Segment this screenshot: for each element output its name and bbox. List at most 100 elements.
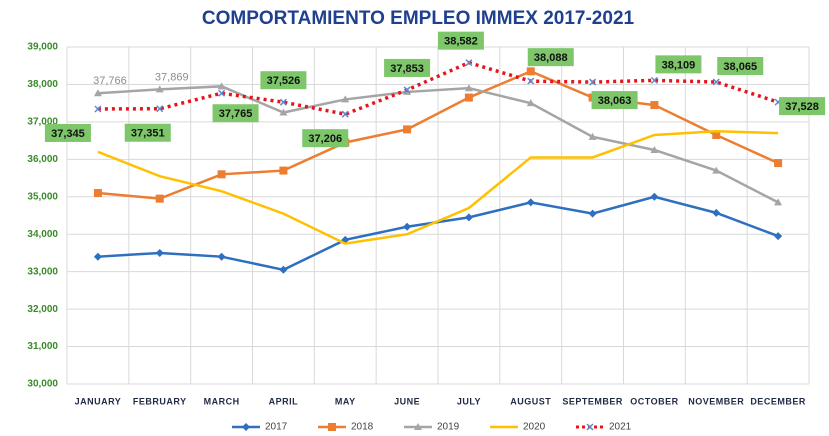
series-line	[97, 129, 779, 245]
marker	[526, 67, 535, 76]
marker	[464, 84, 473, 92]
marker	[526, 99, 535, 107]
marker	[403, 86, 411, 94]
data-label: 37,869	[155, 71, 189, 83]
marker	[217, 170, 226, 179]
marker	[414, 423, 422, 430]
marker	[94, 105, 102, 113]
y-tick-label: 39,000	[27, 42, 58, 53]
y-tick-label: 37,000	[27, 117, 58, 128]
legend-label: 2018	[351, 422, 374, 433]
marker	[774, 232, 783, 241]
marker	[774, 159, 783, 168]
data-label-box	[260, 71, 307, 90]
marker	[217, 252, 226, 261]
marker	[218, 89, 226, 97]
data-label: 38,088	[534, 52, 568, 64]
marker	[217, 82, 226, 90]
x-tick-label: JULY	[457, 396, 481, 406]
marker	[650, 76, 658, 84]
marker	[712, 166, 721, 174]
data-label: 37,526	[267, 75, 301, 87]
series-line	[97, 85, 779, 204]
marker	[93, 189, 102, 198]
marker	[650, 192, 659, 201]
data-label-box	[124, 123, 171, 142]
marker	[279, 265, 288, 274]
marker	[93, 89, 102, 97]
data-label: 37,351	[131, 128, 165, 140]
data-label: 37,765	[219, 108, 253, 120]
marker	[403, 125, 412, 134]
y-tick-label: 38,000	[27, 79, 58, 90]
marker	[589, 78, 597, 86]
data-label-box	[591, 91, 638, 110]
marker	[155, 85, 164, 93]
marker	[526, 198, 535, 207]
data-label: 38,109	[662, 59, 696, 71]
x-tick-label: SEPTEMBER	[562, 396, 623, 406]
marker	[712, 130, 721, 139]
marker	[156, 105, 164, 113]
marker	[279, 166, 288, 175]
marker	[341, 110, 349, 118]
x-tick-label: JUNE	[394, 396, 420, 406]
series-line	[97, 60, 779, 116]
y-tick-label: 34,000	[27, 229, 58, 240]
x-tick-label: APRIL	[269, 396, 299, 406]
legend-label: 2021	[609, 422, 632, 433]
x-tick-label: AUGUST	[510, 396, 551, 406]
data-label: 38,065	[723, 61, 757, 73]
chart-title: COMPORTAMIENTO EMPLEO IMMEX 2017-2021	[202, 8, 635, 29]
series-line	[97, 69, 779, 200]
x-tick-label: MARCH	[204, 396, 240, 406]
data-label: 37,853	[390, 63, 424, 75]
marker	[586, 423, 594, 431]
marker	[650, 145, 659, 153]
y-tick-label: 31,000	[27, 341, 58, 352]
data-label-box	[527, 48, 574, 67]
data-label: 37,206	[308, 133, 342, 145]
marker	[155, 248, 164, 257]
y-tick-label: 30,000	[27, 379, 58, 390]
y-tick-label: 32,000	[27, 304, 58, 315]
data-label: 38,582	[444, 36, 478, 48]
y-tick-label: 35,000	[27, 191, 58, 202]
x-tick-label: FEBRUARY	[133, 396, 187, 406]
data-label: 38,063	[598, 95, 632, 107]
marker	[93, 252, 102, 261]
legend-label: 2017	[265, 422, 288, 433]
marker	[464, 93, 473, 102]
marker	[712, 78, 720, 86]
legend-label: 2019	[437, 422, 460, 433]
x-tick-label: OCTOBER	[630, 396, 678, 406]
x-tick-label: JANUARY	[75, 396, 122, 406]
y-tick-label: 33,000	[27, 266, 58, 277]
marker	[341, 95, 350, 103]
marker	[588, 132, 597, 140]
marker	[712, 208, 721, 217]
x-tick-label: DECEMBER	[750, 396, 806, 406]
data-label: 37,345	[51, 128, 85, 140]
marker	[155, 194, 164, 203]
y-tick-label: 36,000	[27, 154, 58, 165]
marker	[328, 423, 336, 431]
data-label-box	[44, 123, 91, 142]
marker	[403, 222, 412, 231]
marker	[588, 209, 597, 218]
data-label-box	[384, 58, 431, 77]
marker	[650, 101, 659, 110]
data-label: 37,528	[785, 101, 819, 113]
marker	[774, 198, 783, 206]
data-label-box	[655, 55, 702, 74]
data-label-box	[437, 31, 484, 50]
marker	[527, 77, 535, 85]
data-label-box	[779, 97, 826, 116]
x-tick-label: NOVEMBER	[688, 396, 744, 406]
data-label: 37,766	[93, 75, 127, 87]
marker	[279, 108, 288, 116]
data-label-box	[212, 104, 259, 123]
marker	[242, 423, 250, 431]
marker	[464, 213, 473, 222]
